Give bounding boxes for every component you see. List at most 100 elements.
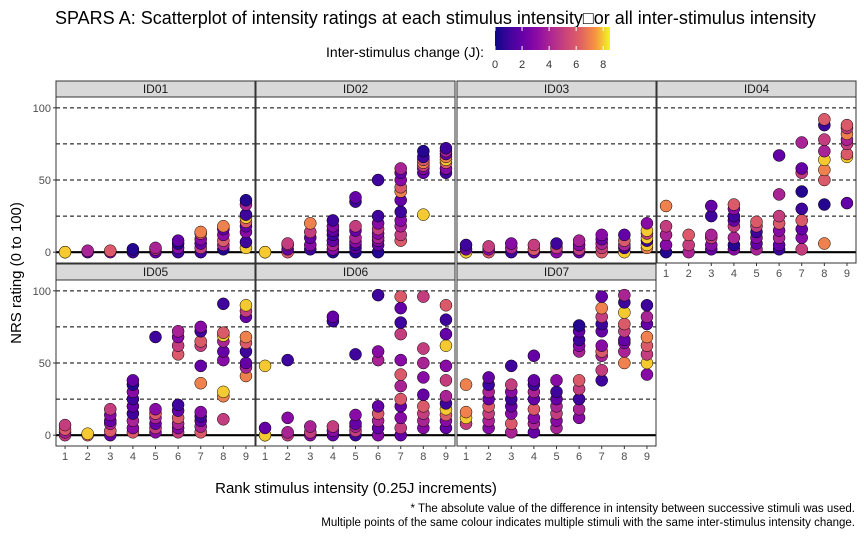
data-point: [371, 288, 385, 302]
data-point: [126, 374, 140, 387]
legend-tick-label: 4: [546, 59, 552, 71]
data-point: [349, 408, 362, 422]
data-point: [194, 320, 207, 334]
facet-panel: ID04 1 2 3 4 5 6 7 8 9: [656, 80, 857, 280]
legend-colorbar: [495, 27, 610, 50]
data-point: [459, 405, 473, 419]
x-axis-label: Rank stimulus intensity (0.25J increment…: [215, 480, 497, 497]
data-point: [550, 237, 563, 250]
data-point: [58, 245, 72, 259]
data-point: [439, 339, 453, 352]
data-point: [417, 388, 430, 402]
x-tick-label: 2: [85, 451, 91, 463]
data-point: [640, 217, 654, 230]
data-point: [349, 348, 362, 361]
data-point: [640, 368, 654, 381]
data-point: [258, 359, 272, 373]
facet-label: ID05: [143, 265, 169, 279]
facet-label: ID01: [143, 82, 169, 96]
data-point: [618, 228, 631, 242]
data-point: [459, 238, 473, 252]
facet-panel: ID03: [456, 80, 657, 264]
data-point: [682, 228, 695, 242]
data-point: [795, 136, 808, 149]
data-point: [349, 191, 362, 204]
data-point: [217, 385, 230, 399]
x-tick-label: 6: [375, 451, 381, 463]
facet-panel: ID05 0 50 100 1 2 3 4 5 6 7 8 9: [33, 263, 256, 463]
facet-label: ID03: [544, 82, 570, 96]
data-point: [818, 144, 831, 158]
data-point: [394, 411, 407, 425]
data-point: [795, 214, 808, 227]
data-point: [818, 198, 831, 211]
x-tick-label: 5: [352, 451, 358, 463]
data-point: [394, 290, 407, 303]
x-tick-label: 4: [531, 451, 537, 463]
data-point: [394, 327, 407, 341]
data-point: [326, 420, 340, 433]
data-point: [217, 297, 230, 311]
data-point: [550, 385, 563, 399]
data-point: [439, 374, 453, 387]
x-tick-label: 4: [130, 451, 136, 463]
data-point: [772, 209, 786, 223]
data-point: [304, 217, 317, 230]
data-point: [705, 199, 718, 213]
legend-tick-label: 0: [492, 59, 498, 71]
y-tick-label: 100: [33, 286, 51, 298]
data-point: [417, 371, 430, 384]
data-point: [705, 228, 718, 242]
data-point: [482, 371, 495, 384]
data-point: [394, 162, 407, 175]
x-tick-label: 3: [107, 451, 113, 463]
panel-border: [456, 96, 657, 264]
x-tick-label: 3: [307, 451, 313, 463]
data-point: [772, 188, 786, 201]
data-point: [818, 113, 831, 126]
data-point: [550, 374, 563, 387]
data-point: [595, 228, 608, 242]
data-point: [640, 299, 654, 312]
x-tick-label: 6: [175, 451, 181, 463]
data-point: [417, 208, 430, 221]
data-point: [439, 359, 453, 373]
x-tick-label: 4: [330, 451, 336, 463]
data-point: [795, 185, 808, 198]
data-point: [439, 327, 453, 341]
x-tick-label: 7: [599, 451, 605, 463]
data-point: [595, 290, 608, 303]
x-tick-label: 8: [420, 451, 426, 463]
x-tick-label: 4: [731, 268, 737, 280]
data-point: [81, 427, 94, 440]
facet-panel: ID06 1 2 3 4 5 6 7 8 9: [255, 263, 456, 463]
data-point: [417, 144, 430, 158]
legend-tick-label: 2: [519, 59, 525, 71]
data-point: [572, 234, 586, 247]
x-tick-label: 3: [708, 268, 714, 280]
data-point: [572, 319, 586, 332]
y-tick-label: 0: [45, 430, 51, 442]
data-point: [595, 301, 608, 315]
data-point: [750, 215, 763, 229]
x-tick-label: 1: [663, 268, 669, 280]
facet-panel: ID02: [255, 80, 456, 264]
data-point: [171, 234, 185, 247]
x-tick-label: 1: [463, 451, 469, 463]
facet-label: ID07: [544, 265, 570, 279]
data-point: [281, 237, 294, 250]
x-tick-label: 2: [486, 451, 492, 463]
x-tick-label: 1: [62, 451, 68, 463]
data-point: [459, 378, 473, 391]
data-point: [126, 243, 140, 256]
data-point: [281, 426, 294, 439]
data-point: [81, 244, 94, 257]
x-tick-label: 2: [285, 451, 291, 463]
data-point: [394, 368, 407, 381]
x-tick-label: 6: [576, 451, 582, 463]
data-point: [258, 245, 272, 259]
panel-border: [255, 96, 456, 264]
data-point: [795, 162, 808, 175]
x-tick-label: 2: [686, 268, 692, 280]
